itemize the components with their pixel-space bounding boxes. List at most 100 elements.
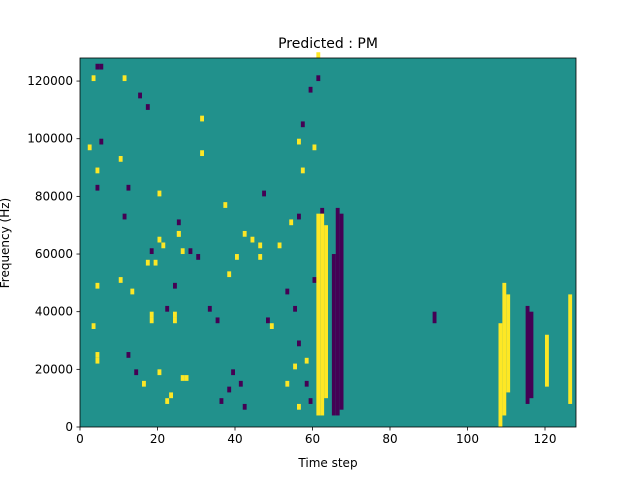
heatmap-cell (250, 236, 255, 243)
heatmap-cell (266, 317, 270, 324)
heatmap-column-cell (432, 311, 437, 324)
plot-frame (79, 57, 577, 428)
heatmap-cell (95, 352, 100, 358)
heatmap-cells-high (87, 52, 321, 410)
heatmap-cell (285, 380, 290, 387)
heatmap-column-cell (498, 323, 503, 427)
heatmap-column-cell (320, 213, 325, 416)
heatmap-cell (304, 357, 309, 364)
heatmap-cell (223, 202, 228, 208)
heatmap-cell (91, 323, 96, 329)
heatmap-cell (200, 150, 204, 157)
heatmap-cell (145, 259, 150, 266)
heatmap-cell (118, 277, 123, 283)
heatmap-cell (231, 369, 235, 376)
heatmap-cell (157, 236, 162, 243)
heatmap-cell (118, 156, 123, 162)
y-axis-ticks: 0 20000 40000 60000 80000 100000 120000 (27, 74, 80, 434)
heatmap-cell (227, 271, 232, 278)
heatmap-column-cell (529, 311, 534, 399)
y-tick-label: 120000 (27, 74, 73, 88)
heatmap-cell (126, 352, 131, 358)
heatmap-cell (153, 259, 158, 266)
heatmap-cell (134, 369, 139, 376)
heatmap-column-cell (568, 294, 573, 404)
heatmap-cell (300, 121, 305, 128)
heatmap-cell (285, 288, 290, 295)
heatmap-cell (176, 219, 181, 226)
heatmap-cell (180, 375, 185, 381)
x-tick-label: 100 (456, 432, 479, 446)
heatmap-cell (242, 403, 247, 410)
x-tick-label: 40 (227, 432, 242, 446)
heatmap-cell (149, 248, 154, 255)
x-tick-label: 0 (76, 432, 84, 446)
y-axis-label: Frequency (Hz) (0, 198, 12, 289)
heatmap-cell (215, 317, 220, 324)
heatmap-cell (289, 219, 294, 226)
heatmap-cell (297, 403, 301, 410)
heatmap-cell (219, 398, 224, 404)
heatmap-cell (95, 282, 100, 289)
heatmap-cell (304, 380, 309, 387)
heatmap-cell (173, 311, 177, 318)
heatmap-cell (308, 86, 313, 93)
y-tick-label: 40000 (35, 305, 73, 319)
x-axis-ticks: 0 20 40 60 80 100 120 (76, 427, 556, 446)
heatmap-column-cell (502, 282, 507, 416)
heatmap-cell (95, 167, 100, 174)
x-axis-label: Time step (297, 456, 357, 470)
heatmap-cell (277, 242, 282, 249)
heatmap-column-cell (331, 254, 336, 416)
heatmap-cell (149, 317, 154, 324)
heatmap-cell (165, 398, 170, 404)
heatmap-cell (176, 230, 181, 237)
heatmap-column-cell (316, 213, 321, 416)
heatmap-cell (297, 138, 301, 145)
heatmap-cell (87, 144, 92, 151)
heatmap-columns (316, 207, 573, 427)
heatmap-cell (262, 190, 266, 197)
heatmap-cell (196, 254, 201, 260)
heatmap-cell (180, 248, 185, 255)
heatmap-cell (145, 104, 150, 110)
heatmap-cell (235, 254, 239, 260)
heatmap-cell (95, 357, 100, 364)
heatmap-cell (122, 213, 127, 220)
heatmap-cell (207, 305, 212, 312)
heatmap-cell (126, 184, 131, 191)
heatmap-cell (99, 138, 104, 145)
heatmap-cell (320, 207, 325, 214)
heatmap-cell (308, 398, 313, 404)
heatmap-cells-low (95, 63, 325, 410)
heatmap-cell (99, 63, 104, 70)
heatmap-cell (297, 213, 301, 220)
heatmap-cell (169, 392, 173, 399)
heatmap-cell (316, 52, 321, 58)
heatmap-cell (300, 167, 305, 174)
heatmap-cell (95, 63, 100, 70)
heatmap-cell (258, 254, 263, 260)
plot-area (79, 52, 577, 428)
heatmap-column-cell (525, 305, 530, 404)
heatmap-cell (227, 386, 232, 393)
heatmap-cell (138, 92, 142, 99)
heatmap-cell (157, 190, 162, 197)
chart-title: Predicted : PM (278, 36, 378, 52)
heatmap-cell (173, 317, 177, 324)
heatmap-column-cell (339, 213, 344, 410)
heatmap-column-cell (324, 225, 328, 399)
heatmap-cell (149, 311, 154, 318)
heatmap-cell (200, 115, 204, 122)
x-tick-label: 60 (305, 432, 320, 446)
heatmap-column-cell (506, 294, 511, 393)
heatmap-cell (293, 305, 297, 312)
heatmap-cell (95, 184, 100, 191)
heatmap-cell (91, 75, 96, 82)
x-tick-label: 120 (534, 432, 557, 446)
heatmap-cell (297, 340, 301, 347)
heatmap-cell (165, 305, 170, 312)
y-tick-label: 0 (65, 420, 73, 434)
